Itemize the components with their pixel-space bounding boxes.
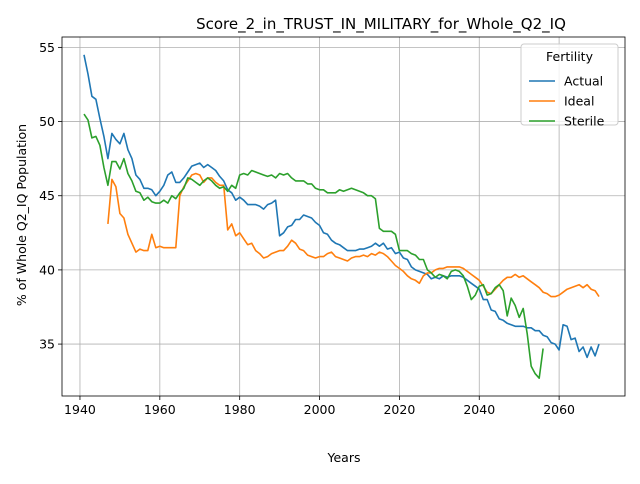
x-axis-label: Years	[327, 450, 361, 465]
y-tick-label: 50	[39, 114, 55, 129]
x-tick-label: 1940	[64, 402, 96, 417]
legend-title: Fertility	[546, 49, 594, 64]
x-tick-label: 1960	[144, 402, 176, 417]
series-line-actual	[83, 54, 600, 359]
legend-label-sterile: Sterile	[564, 114, 605, 129]
x-tick-label: 2060	[543, 402, 575, 417]
x-tick-label: 2020	[383, 402, 415, 417]
legend: Fertility Actual Ideal Sterile	[520, 43, 619, 129]
legend-label-ideal: Ideal	[564, 94, 594, 109]
x-tick-label: 1980	[224, 402, 256, 417]
series-layer	[83, 54, 600, 379]
legend-label-actual: Actual	[564, 74, 603, 89]
y-tick-label: 45	[39, 188, 55, 203]
y-tick-label: 55	[39, 40, 55, 55]
y-tick-label: 35	[39, 337, 55, 352]
series-line-sterile	[83, 113, 544, 379]
x-tick-label: 2000	[304, 402, 336, 417]
plot-frame	[61, 36, 626, 397]
x-axis-ticks: 1940 1960 1980 2000 2020 2040 2060	[64, 396, 575, 417]
legend-box	[520, 43, 619, 126]
y-axis-label: % of Whole Q2_IQ Population	[14, 124, 29, 306]
y-axis-ticks: 35 40 45 50 55	[39, 40, 62, 352]
y-tick-label: 40	[39, 262, 55, 277]
x-tick-label: 2040	[463, 402, 495, 417]
chart-title: Score_2_in_TRUST_IN_MILITARY_for_Whole_Q…	[196, 15, 566, 34]
